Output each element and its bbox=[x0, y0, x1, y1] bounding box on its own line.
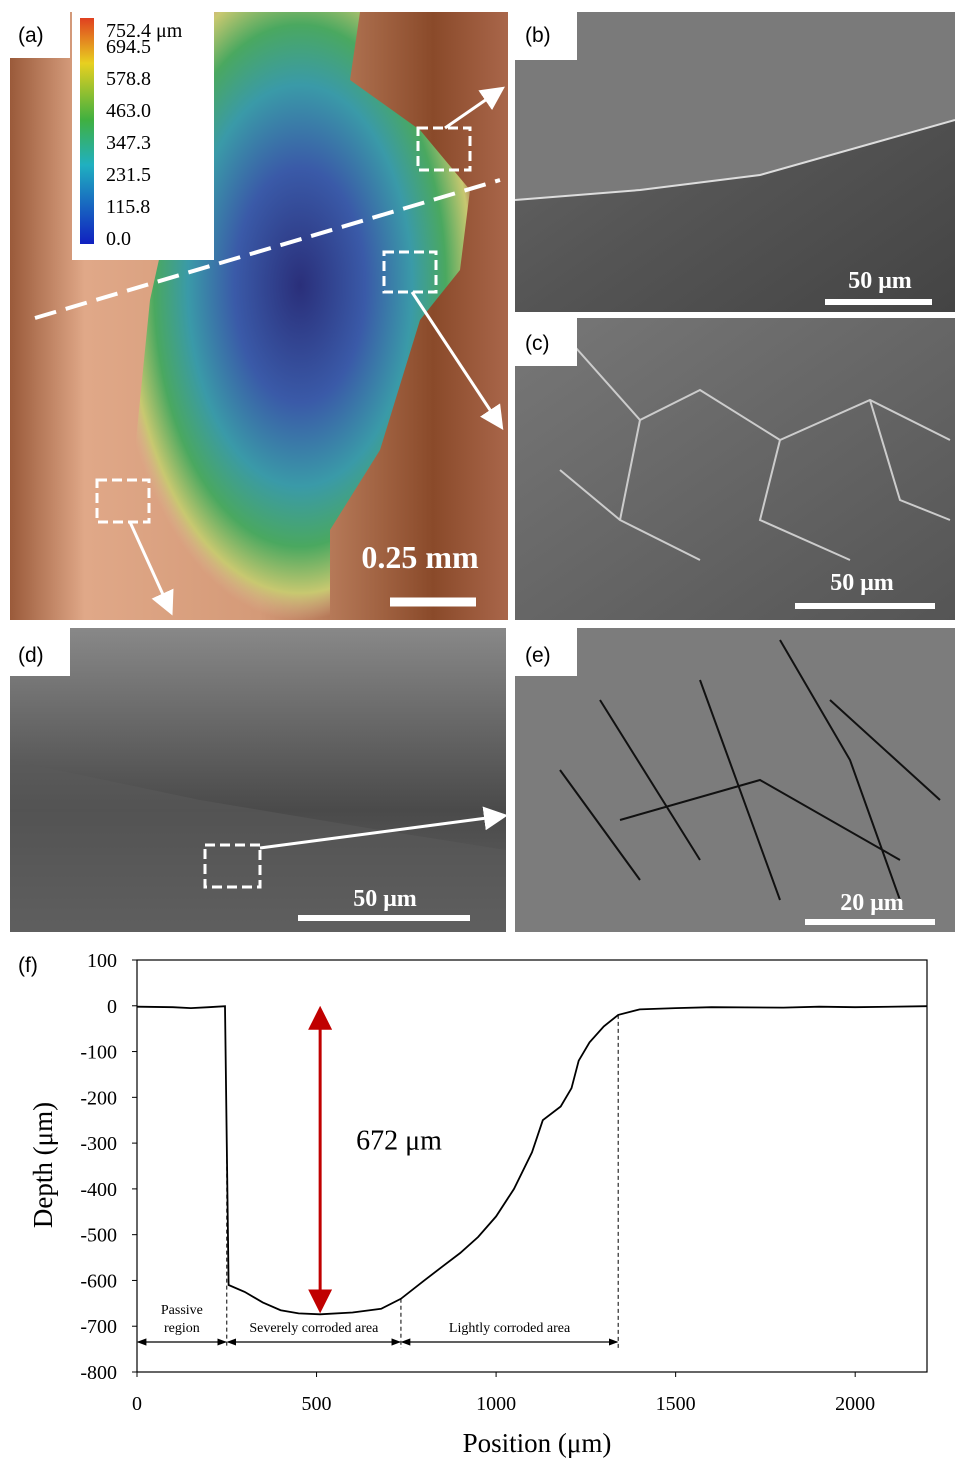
x-tick-label: 1500 bbox=[656, 1393, 696, 1415]
panel-label: (a) bbox=[18, 24, 44, 47]
x-tick-label: 0 bbox=[132, 1393, 142, 1415]
y-tick-label: -500 bbox=[80, 1225, 117, 1247]
panel-label: (f) bbox=[18, 954, 38, 977]
y-tick-label: 0 bbox=[107, 996, 117, 1018]
region-label: Lightly corroded area bbox=[449, 1321, 571, 1336]
panel-b: (b) 50 μm bbox=[515, 12, 955, 312]
scale-bar-label: 0.25 mm bbox=[361, 539, 479, 575]
figure: (a) 752.4 μm694.5578.8463.0347.3231.5115… bbox=[0, 0, 955, 1468]
colorbar-tick-label: 463.0 bbox=[106, 100, 151, 122]
y-tick-label: -200 bbox=[80, 1087, 117, 1109]
scale-bar-label: 50 μm bbox=[353, 886, 417, 912]
region-label: region bbox=[164, 1321, 200, 1336]
y-tick-label: -300 bbox=[80, 1133, 117, 1155]
colorbar-tick-label: 115.8 bbox=[106, 196, 150, 218]
colorbar-tick-label: 231.5 bbox=[106, 164, 151, 186]
y-tick-label: -700 bbox=[80, 1316, 117, 1338]
scale-bar-label: 50 μm bbox=[830, 570, 894, 596]
panel-c: (c) 50 μm bbox=[515, 318, 955, 620]
x-tick-label: 500 bbox=[302, 1393, 332, 1415]
panel-label: (c) bbox=[525, 332, 550, 355]
scale-bar-label: 50 μm bbox=[848, 268, 912, 294]
colorbar-tick-label: 0.0 bbox=[106, 228, 131, 250]
y-tick-label: -600 bbox=[80, 1270, 117, 1292]
region-label: Severely corroded area bbox=[249, 1321, 379, 1336]
region-label: Passive bbox=[161, 1303, 203, 1318]
colorbar-tick-label: 347.3 bbox=[106, 132, 151, 154]
colorbar bbox=[80, 18, 94, 244]
plot-frame bbox=[137, 960, 927, 1372]
micrograph bbox=[515, 628, 955, 932]
y-tick-label: -400 bbox=[80, 1179, 117, 1201]
y-axis-label: Depth (μm) bbox=[28, 1102, 58, 1228]
scale-bar-label: 20 μm bbox=[840, 890, 904, 916]
panel-e: (e) bbox=[515, 628, 955, 932]
panel-label: (e) bbox=[525, 644, 551, 667]
x-axis-label: Position (μm) bbox=[463, 1428, 612, 1458]
colorbar-tick-label: 694.5 bbox=[106, 36, 151, 58]
profile-line bbox=[137, 1006, 927, 1314]
y-tick-label: -100 bbox=[80, 1042, 117, 1064]
panel-f: (f) Position (μm) Depth (μm) 1000-100-20… bbox=[18, 950, 927, 1458]
x-tick-label: 1000 bbox=[476, 1393, 516, 1415]
x-tick-label: 2000 bbox=[835, 1393, 875, 1415]
y-tick-label: 100 bbox=[87, 950, 117, 972]
panel-a: (a) 752.4 μm694.5578.8463.0347.3231.5115… bbox=[10, 12, 508, 620]
panel-label: (d) bbox=[18, 644, 44, 667]
colorbar-tick-label: 578.8 bbox=[106, 68, 151, 90]
panel-label: (b) bbox=[525, 24, 551, 47]
panel-d: (d) 50 μm bbox=[10, 628, 506, 932]
page: {"panels": { "a": {"label": "(a)", "scal… bbox=[0, 0, 955, 1468]
depth-label: 672 μm bbox=[356, 1126, 442, 1157]
y-tick-label: -800 bbox=[80, 1362, 117, 1384]
